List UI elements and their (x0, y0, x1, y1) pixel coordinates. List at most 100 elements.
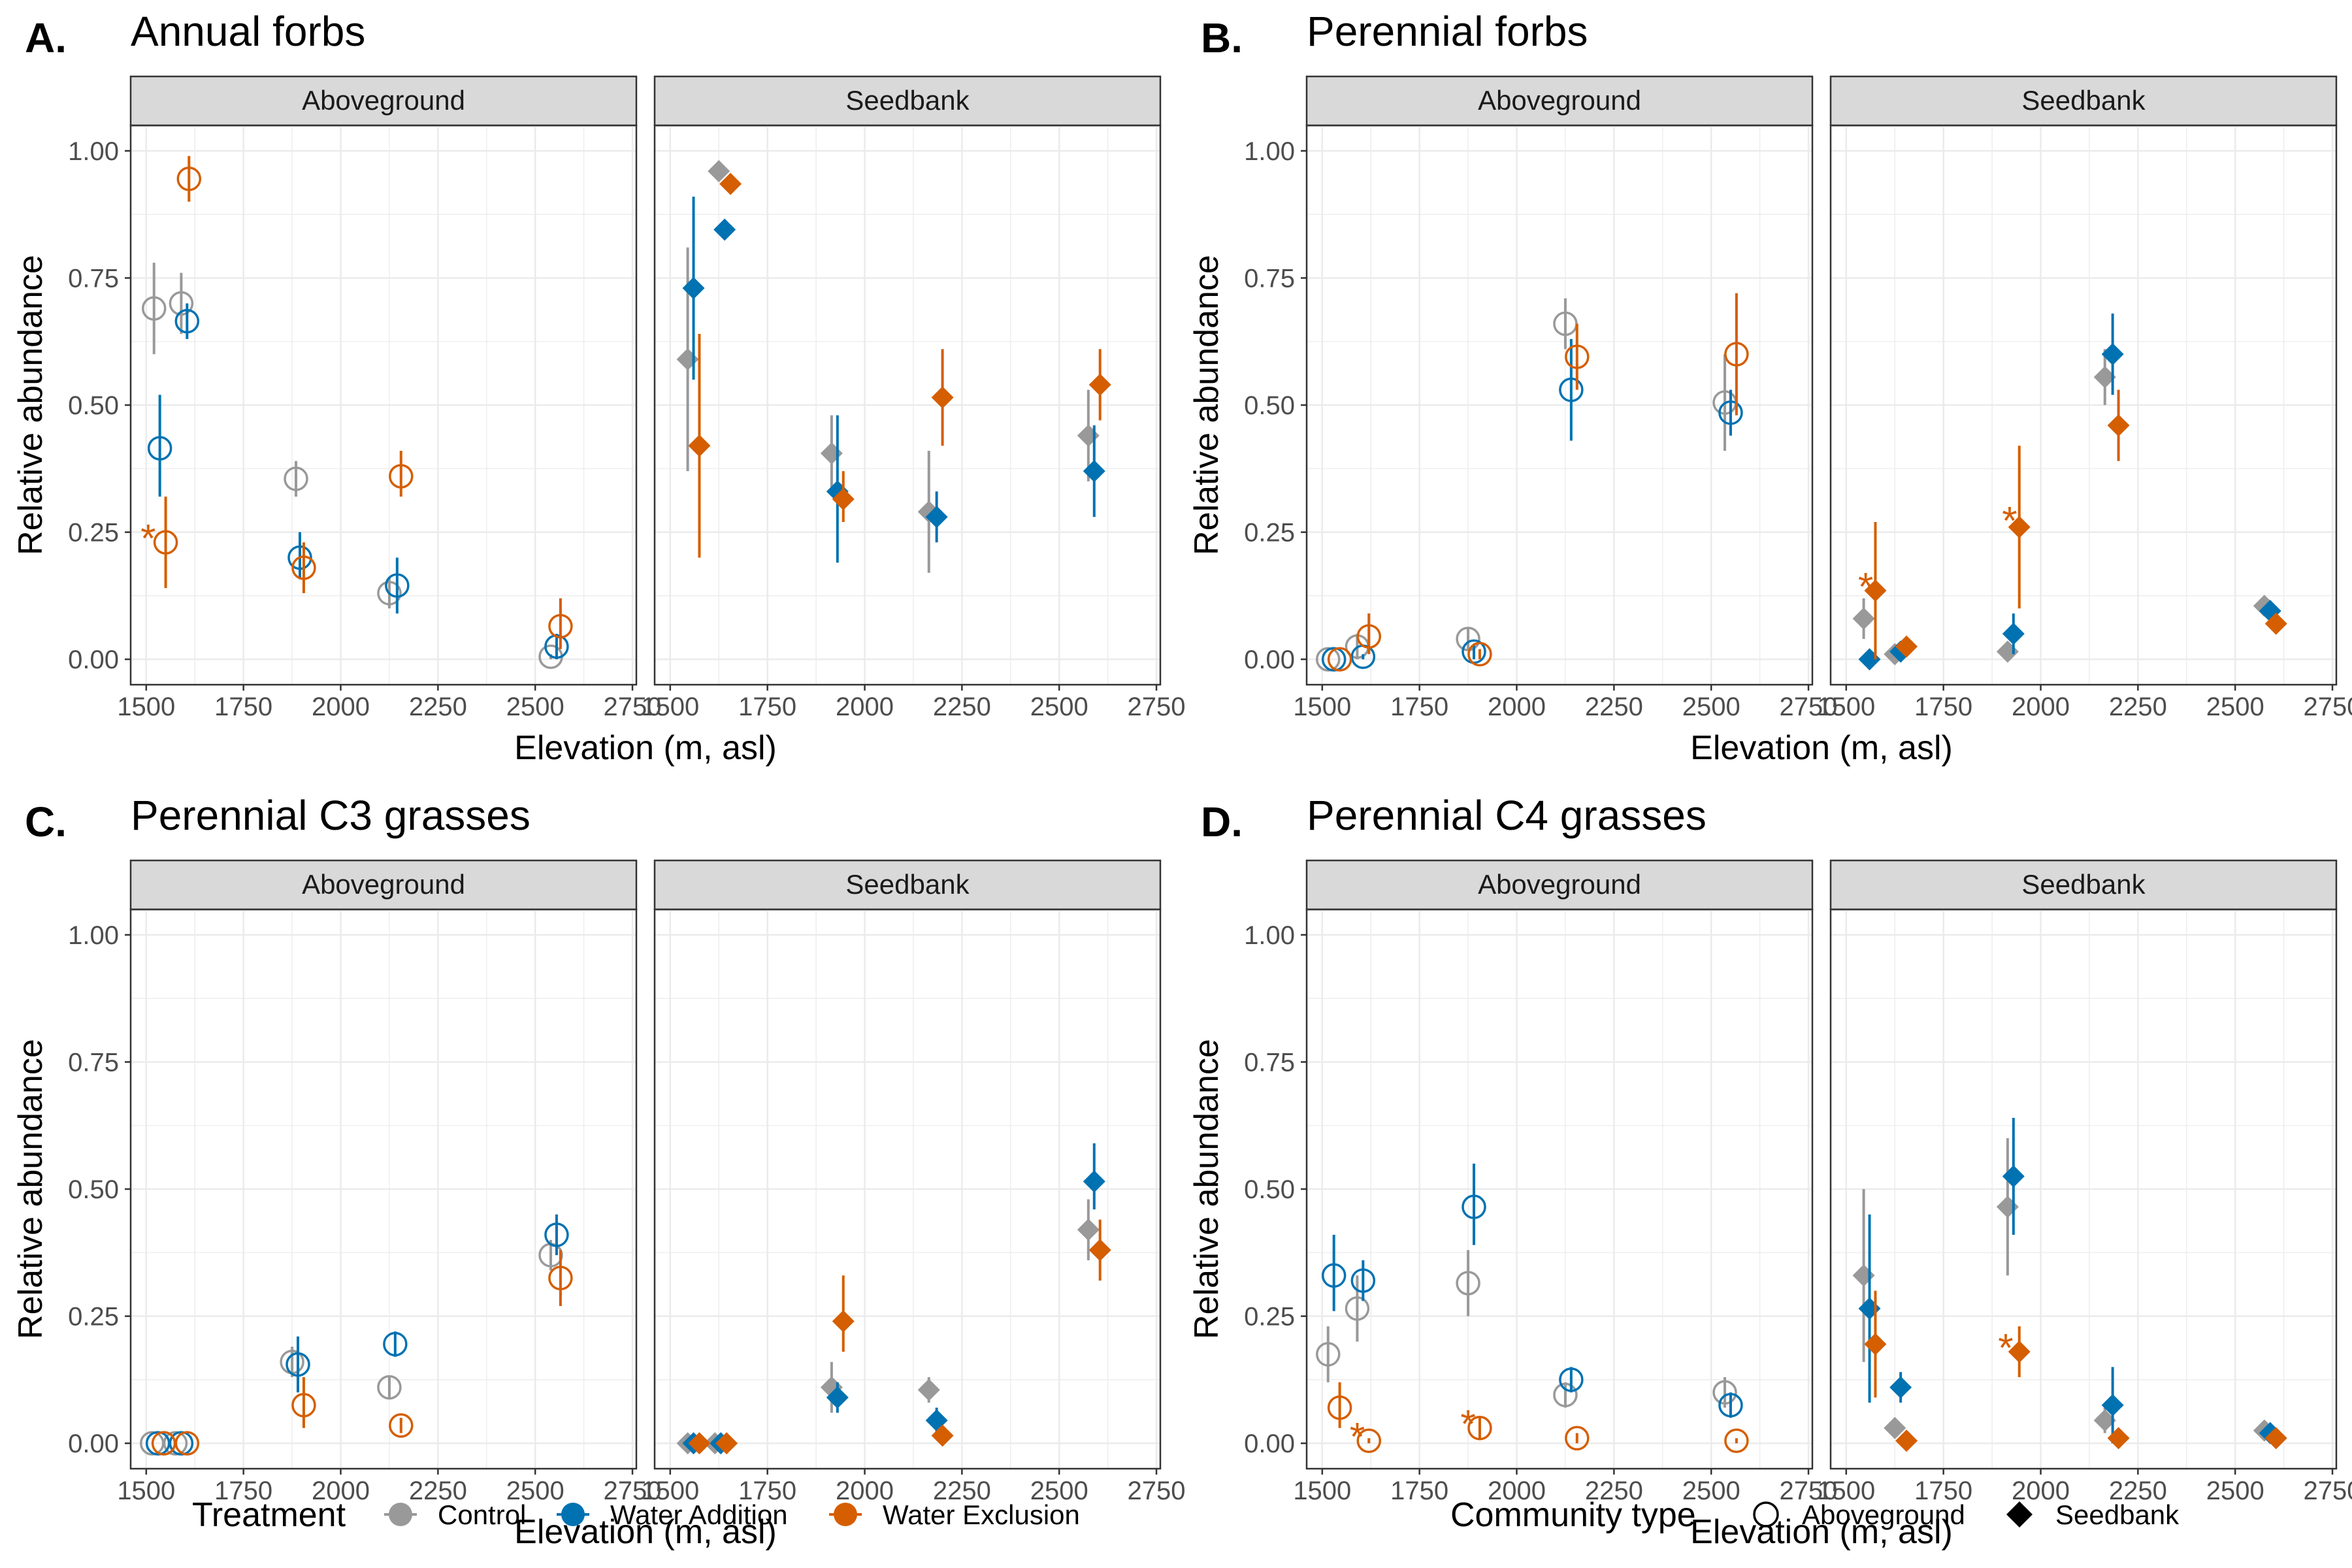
point-marker-open-circle (153, 530, 178, 555)
x-tick-label: 2750 (1128, 693, 1186, 721)
data-point-water-exclusion (931, 1424, 954, 1447)
x-tick-label: 2500 (2206, 1477, 2264, 1505)
facet-strip (1829, 75, 2338, 127)
data-point-water-addition (169, 1431, 194, 1456)
data-point-water-addition (287, 532, 312, 578)
facet-strip (653, 75, 1162, 127)
point-marker-open-circle (548, 613, 573, 639)
y-tick-label: 0.25 (68, 519, 119, 547)
point-marker-diamond (2002, 1165, 2025, 1188)
data-point-water-addition (1858, 648, 1881, 671)
data-point-water-exclusion (1565, 323, 1590, 390)
point-marker-open-circle (1467, 642, 1492, 667)
facet-strip-label: Seedbank (2021, 85, 2146, 116)
data-points: * (140, 155, 573, 669)
x-tick-label: 2000 (2012, 693, 2070, 721)
data-point-water-exclusion (832, 471, 855, 522)
x-tick-label: 1500 (117, 1477, 175, 1505)
panel-annual-forbs: A. Annual forbs Aboveground * 1500 1750 2000 22… (12, 8, 1186, 767)
point-marker-open-circle (1315, 647, 1341, 672)
point-marker-open-circle (548, 1266, 573, 1290)
facet-strip-label: Aboveground (302, 85, 465, 116)
point-marker-diamond (688, 1432, 711, 1455)
data-point-water-exclusion (719, 172, 742, 195)
data-point-water-exclusion (2107, 389, 2130, 461)
y-tick-label: 1.00 (1244, 137, 1295, 166)
data-point-water-addition (2101, 1367, 2124, 1444)
significance-star: * (1460, 1402, 1475, 1446)
x-tick-label: 2750 (2304, 693, 2352, 721)
point-marker-diamond (2107, 414, 2130, 437)
y-tick-label: 0.25 (1244, 519, 1295, 547)
facet-strip-label: Aboveground (1478, 869, 1641, 900)
data-points (676, 160, 1111, 573)
point-marker-open-circle (1315, 1342, 1341, 1367)
x-tick-label: 1500 (1293, 693, 1351, 721)
gridlines (1831, 125, 2336, 685)
point-marker-diamond (1077, 424, 1100, 447)
point-marker-open-circle (1565, 1426, 1590, 1451)
data-point-water-exclusion (174, 1431, 200, 1456)
facet-border (653, 908, 1162, 1470)
x-tick-label: 1750 (738, 693, 796, 721)
facet-strip (129, 75, 638, 127)
legend-key-water-addition (557, 1503, 589, 1526)
point-marker-open-circle (287, 545, 312, 570)
facet-border (653, 124, 1162, 686)
data-point-water-exclusion (1724, 1428, 1749, 1453)
significance-star: * (1998, 1326, 2013, 1369)
point-marker-diamond (2264, 1427, 2287, 1450)
x-axis-title: Elevation (m, asl) (1690, 1513, 1953, 1551)
point-marker-diamond (1996, 1196, 2019, 1218)
point-marker-open-circle (1327, 647, 1352, 672)
significance-star: * (140, 517, 155, 561)
data-point-control (2093, 349, 2116, 405)
data-point-water-exclusion (688, 1432, 711, 1455)
y-axis-title: Relative abundance (12, 1039, 50, 1339)
data-point-water-exclusion (1467, 642, 1492, 667)
x-axis-title: Elevation (m, asl) (514, 729, 777, 767)
x-axis: 1500 1750 2000 2250 2500 2750 (641, 685, 1186, 721)
point-marker-open-circle (1356, 624, 1382, 649)
point-marker-diamond (832, 487, 855, 510)
data-point-water-exclusion (291, 1377, 316, 1428)
data-point-water-exclusion (1565, 1426, 1590, 1451)
point-marker-open-circle (1559, 1367, 1584, 1392)
point-marker-diamond (1864, 580, 1887, 602)
panel-letter: B. (1201, 14, 1243, 61)
data-point-water-exclusion (153, 497, 178, 589)
y-tick-label: 0.50 (1244, 391, 1295, 420)
data-point-control (1315, 647, 1341, 672)
point-marker-diamond (688, 434, 711, 457)
point-marker-diamond (1889, 1376, 1912, 1399)
point-marker-open-circle (163, 1431, 188, 1456)
data-point-water-exclusion (1895, 635, 1918, 658)
point-marker-open-circle (1327, 1395, 1352, 1420)
x-tick-label: 2750 (1128, 1477, 1186, 1505)
data-points: ** (1315, 1164, 1749, 1459)
data-point-water-addition (383, 1331, 408, 1357)
data-point-water-addition (1559, 1367, 1584, 1393)
y-tick-label: 0.25 (1244, 1303, 1295, 1331)
point-marker-diamond (2101, 1394, 2124, 1416)
significance-star: * (2002, 498, 2017, 542)
data-point-water-addition (1083, 1143, 1105, 1210)
data-points (676, 1143, 1111, 1455)
gridlines (655, 909, 1160, 1469)
facet-aboveground: Aboveground* *1500 1750 2000 2250 2500 27500.0… (1244, 859, 1838, 1505)
data-point-water-exclusion (548, 1250, 573, 1306)
data-point-water-addition (2002, 1118, 2025, 1235)
gridlines (655, 125, 1160, 685)
point-marker-open-circle (141, 296, 167, 321)
point-marker-diamond (1088, 1239, 1111, 1262)
y-axis: 0.00 0.25 0.50 0.75 1.00 (1244, 921, 1307, 1458)
point-marker-diamond (2008, 1341, 2031, 1364)
legend-treatment-title: Treatment (192, 1496, 346, 1534)
x-tick-label: 2500 (1030, 693, 1088, 721)
x-tick-label: 1750 (214, 693, 272, 721)
data-point-water-addition (1718, 1392, 1743, 1418)
x-tick-label: 2000 (1488, 1477, 1546, 1505)
point-marker-diamond (1858, 648, 1881, 671)
